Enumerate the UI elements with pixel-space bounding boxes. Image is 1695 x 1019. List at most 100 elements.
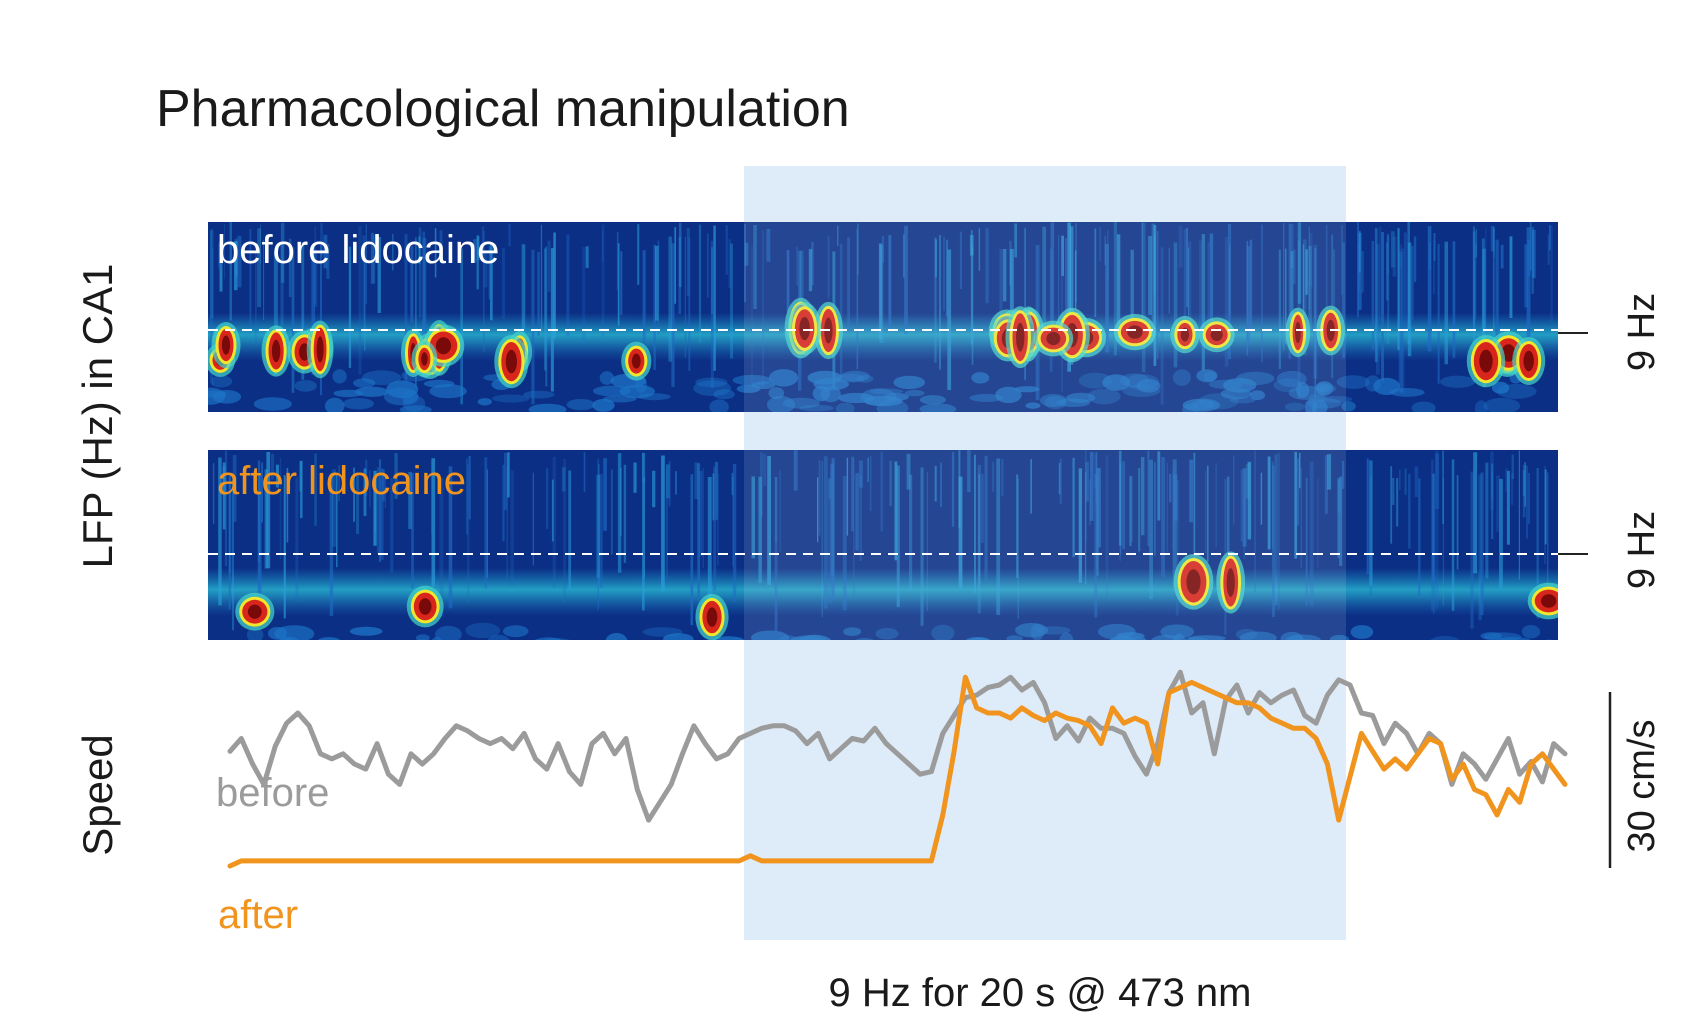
after-streak: [694, 462, 699, 500]
after-streak: [1093, 453, 1098, 489]
after-streak: [431, 458, 436, 587]
after-streak: [940, 462, 942, 507]
before-streak: [878, 243, 883, 340]
after-streak: [793, 450, 798, 491]
after-streak: [279, 457, 282, 560]
after-streak: [1215, 463, 1217, 548]
before-lowfreq: [971, 372, 990, 384]
after-streak: [1247, 461, 1252, 540]
after-streak: [486, 469, 488, 578]
before-lowfreq: [399, 405, 432, 412]
after-streak: [510, 470, 514, 586]
before-streak: [210, 230, 212, 380]
before-streak: [1547, 234, 1550, 265]
after-streak: [1544, 469, 1547, 545]
before-lowfreq: [1229, 396, 1256, 404]
before-lowfreq: [1365, 375, 1381, 392]
after-streak: [1243, 478, 1245, 560]
after-streak: [264, 469, 268, 569]
spectrogram-before: [208, 222, 1558, 412]
before-lowfreq: [212, 390, 242, 404]
before-streak: [904, 225, 908, 334]
after-streak: [1193, 452, 1196, 558]
before-streak: [678, 236, 681, 314]
before-streak: [970, 230, 973, 346]
after-streak: [271, 453, 274, 480]
before-streak: [314, 226, 316, 304]
after-streak: [958, 476, 963, 588]
before-lowfreq: [863, 395, 903, 407]
after-streak: [266, 452, 271, 569]
before-blob-peak: [799, 317, 810, 341]
after-lowfreq: [1172, 633, 1186, 640]
after-lowfreq: [435, 625, 462, 640]
before-streak: [1099, 227, 1101, 262]
before-streak: [1061, 235, 1064, 276]
figure-title: Pharmacological manipulation: [156, 80, 850, 138]
after-lowfreq: [875, 627, 899, 640]
after-lowfreq: [329, 652, 368, 670]
before-streak: [1246, 246, 1251, 345]
before-streak: [601, 224, 605, 338]
after-lowfreq: [263, 657, 292, 667]
after-lowfreq: [1545, 639, 1553, 640]
before-blob-peak: [221, 335, 231, 355]
before-streak: [620, 251, 623, 316]
after-lowfreq: [415, 634, 430, 640]
after-streak: [859, 475, 862, 561]
after-lowfreq: [1280, 631, 1304, 640]
legend-after: after: [218, 893, 298, 937]
before-streak: [1490, 226, 1495, 252]
after-lowfreq: [1329, 634, 1350, 640]
after-streak: [1059, 458, 1062, 505]
after-streak: [356, 475, 360, 534]
after-lowfreq: [1514, 644, 1539, 660]
before-streak: [348, 246, 352, 368]
after-blob-peak: [247, 604, 262, 619]
before-streak: [257, 228, 261, 308]
after-streak: [633, 462, 637, 493]
after-blob-peak: [1186, 569, 1201, 595]
after-lowfreq: [855, 638, 875, 640]
after-streak: [1085, 461, 1089, 502]
after-streak: [1510, 473, 1514, 505]
after-streak: [920, 467, 924, 626]
after-streak: [880, 451, 884, 532]
before-streak: [280, 222, 285, 283]
panel-label-after: after lidocaine: [217, 459, 466, 503]
before-streak: [1050, 222, 1055, 349]
before-streak: [434, 228, 437, 278]
after-streak: [698, 471, 703, 557]
after-streak: [1154, 462, 1156, 556]
before-lowfreq: [1125, 374, 1160, 390]
after-streak: [1267, 456, 1271, 550]
before-streak: [1283, 223, 1285, 351]
after-blob-peak: [1541, 594, 1557, 608]
after-streak: [1271, 461, 1274, 549]
after-streak: [1442, 450, 1444, 524]
after-streak: [1432, 472, 1435, 614]
before-streak: [881, 236, 885, 263]
after-lowfreq: [431, 636, 442, 640]
before-streak: [418, 227, 422, 318]
before-streak: [410, 245, 414, 323]
before-streak: [259, 224, 262, 264]
after-streak: [869, 456, 872, 512]
before-lowfreq: [1223, 378, 1257, 393]
after-lowfreq: [267, 626, 288, 640]
after-streak: [408, 472, 412, 529]
after-lowfreq: [487, 634, 510, 640]
before-streak: [323, 234, 328, 269]
after-streak: [257, 460, 261, 562]
after-lowfreq: [465, 622, 501, 639]
after-streak: [381, 469, 385, 502]
after-streak: [502, 464, 505, 542]
after-streak: [275, 464, 279, 488]
after-streak: [642, 452, 645, 611]
before-streak: [1398, 251, 1403, 393]
before-streak: [751, 245, 753, 393]
after-streak: [1408, 473, 1411, 549]
after-lowfreq: [349, 626, 383, 636]
before-streak: [888, 235, 892, 332]
after-streak: [353, 467, 355, 522]
